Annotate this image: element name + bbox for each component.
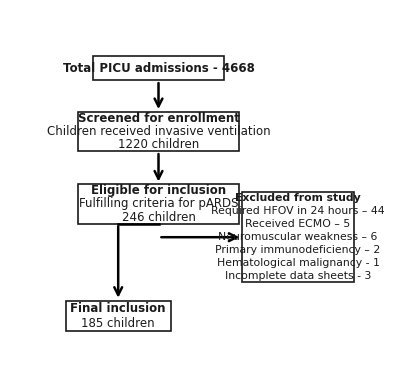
Text: Hematological malignancy - 1: Hematological malignancy - 1: [216, 258, 380, 268]
FancyBboxPatch shape: [66, 301, 171, 331]
Text: Primary immunodeficiency – 2: Primary immunodeficiency – 2: [215, 245, 381, 255]
FancyBboxPatch shape: [94, 56, 224, 80]
FancyBboxPatch shape: [242, 192, 354, 283]
Text: Eligible for inclusion: Eligible for inclusion: [91, 184, 226, 198]
Text: 1220 children: 1220 children: [118, 138, 199, 151]
Text: Children received invasive ventilation: Children received invasive ventilation: [47, 125, 270, 138]
Text: 246 children: 246 children: [122, 211, 196, 223]
Text: Required HFOV in 24 hours – 44: Required HFOV in 24 hours – 44: [211, 206, 385, 216]
Text: Incomplete data sheets - 3: Incomplete data sheets - 3: [225, 271, 371, 281]
Text: Fulfilling criteria for pARDS: Fulfilling criteria for pARDS: [79, 198, 238, 211]
Text: Neuromuscular weakness – 6: Neuromuscular weakness – 6: [218, 232, 378, 242]
Text: Excluded from study: Excluded from study: [235, 193, 361, 203]
Text: 185 children: 185 children: [81, 317, 155, 330]
Text: Screened for enrollment: Screened for enrollment: [78, 112, 240, 125]
FancyBboxPatch shape: [78, 112, 239, 151]
Text: Final inclusion: Final inclusion: [70, 301, 166, 315]
Text: Received ECMO – 5: Received ECMO – 5: [245, 219, 351, 229]
FancyBboxPatch shape: [78, 184, 239, 223]
Text: Total PICU admissions - 4668: Total PICU admissions - 4668: [62, 62, 254, 74]
